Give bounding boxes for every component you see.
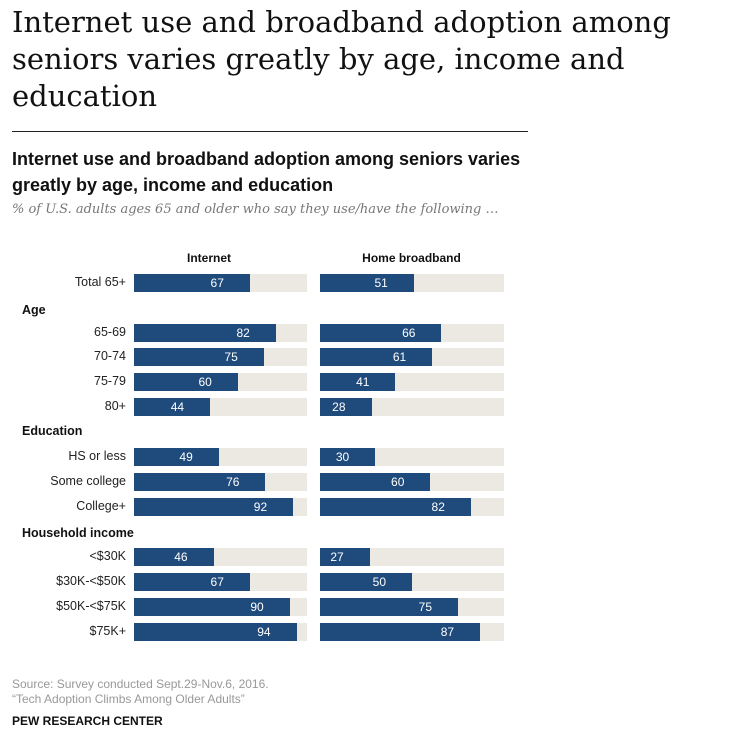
bar [320, 598, 458, 616]
row-label: Total 65+ [74, 275, 126, 289]
chart-title: Internet use and broadband adoption amon… [12, 149, 521, 195]
row-label: 65-69 [94, 325, 126, 339]
bar-track: 41 [320, 373, 504, 391]
data-label: 41 [356, 375, 370, 389]
data-label: 49 [179, 450, 193, 464]
row-label: 75-79 [94, 374, 126, 388]
bar-track: 94 [134, 623, 307, 641]
report-title: “Tech Adoption Climbs Among Older Adults… [12, 692, 245, 706]
chart-subtitle: % of U.S. adults ages 65 and older who s… [12, 202, 499, 217]
data-label: 46 [174, 550, 188, 564]
column-header-internet: Internet [186, 251, 231, 265]
row-label: College+ [76, 499, 126, 513]
group-label: Age [22, 303, 46, 317]
bar [134, 274, 250, 292]
bar-track: 49 [134, 448, 307, 466]
bar [134, 348, 264, 366]
bar [134, 448, 219, 466]
bar-track: 46 [134, 548, 307, 566]
bar-track: 28 [320, 398, 504, 416]
data-label: 87 [440, 625, 455, 639]
row-label: HS or less [68, 449, 126, 463]
bar [134, 623, 297, 641]
bar [134, 473, 266, 491]
bar-track: 87 [320, 623, 504, 641]
data-label: 51 [374, 276, 388, 290]
bar-track: 67 [134, 274, 307, 292]
bar-track: 51 [320, 274, 504, 292]
data-label: 76 [226, 475, 240, 489]
source-note: Source: Survey conducted Sept.29-Nov.6, … [12, 677, 269, 691]
bar-track: 66 [320, 324, 504, 342]
data-label: 66 [402, 326, 416, 340]
data-label: 82 [236, 326, 250, 340]
row-label: 80+ [104, 399, 126, 413]
bar-track: 44 [134, 398, 307, 416]
bar [320, 548, 370, 566]
bar [134, 598, 290, 616]
bar [320, 373, 396, 391]
data-label: 60 [391, 475, 405, 489]
data-label: 75 [224, 350, 238, 364]
row-label: $30K-<$50K [56, 574, 126, 588]
data-label: 61 [392, 350, 407, 364]
data-label: 67 [210, 276, 224, 290]
bar-track: 50 [320, 573, 504, 591]
data-label: 75 [418, 600, 432, 614]
bar-track: 75 [320, 598, 504, 616]
bar-track: 67 [134, 573, 307, 591]
row-label: 70-74 [94, 349, 126, 363]
bar [134, 573, 250, 591]
bar-track: 61 [320, 348, 504, 366]
brand-logo: PEW RESEARCH CENTER [12, 714, 163, 728]
page-title: Internet use and broadband adoption amon… [12, 5, 671, 113]
column-header-broadband: Home broadband [362, 251, 461, 265]
bar-track: 76 [134, 473, 307, 491]
bar [320, 348, 433, 366]
bar [134, 324, 276, 342]
bar-track: 82 [134, 324, 307, 342]
row-label: $75K+ [89, 624, 127, 638]
bar-track: 82 [320, 498, 504, 516]
bar-track: 27 [320, 548, 504, 566]
data-label: 44 [170, 400, 185, 414]
bar [134, 548, 214, 566]
bar-track: 92 [134, 498, 307, 516]
row-label: $50K-<$75K [56, 599, 126, 613]
data-label: 94 [257, 625, 271, 639]
bar [320, 623, 481, 641]
bar-track: 60 [134, 373, 307, 391]
bar [320, 324, 442, 342]
bar-track: 75 [134, 348, 307, 366]
group-label: Household income [22, 526, 134, 540]
data-label: 92 [253, 500, 268, 514]
bar [134, 498, 294, 516]
row-label: Some college [50, 474, 126, 488]
group-label: Education [22, 424, 83, 438]
data-label: 67 [210, 575, 224, 589]
bar-track: 60 [320, 473, 504, 491]
bar [134, 398, 211, 416]
bar [320, 274, 414, 292]
bar [320, 448, 376, 466]
row-label: <$30K [89, 549, 127, 563]
data-label: 30 [335, 450, 350, 464]
bar [134, 373, 238, 391]
data-label: 50 [372, 575, 386, 589]
bar [320, 398, 372, 416]
data-label: 60 [198, 375, 212, 389]
bar [320, 573, 412, 591]
data-label: 27 [330, 550, 344, 564]
bar [320, 498, 471, 516]
divider [12, 131, 528, 132]
bar-track: 30 [320, 448, 504, 466]
bar [320, 473, 431, 491]
data-label: 82 [431, 500, 445, 514]
data-label: 90 [250, 600, 264, 614]
bar-track: 90 [134, 598, 307, 616]
data-label: 28 [332, 400, 346, 414]
